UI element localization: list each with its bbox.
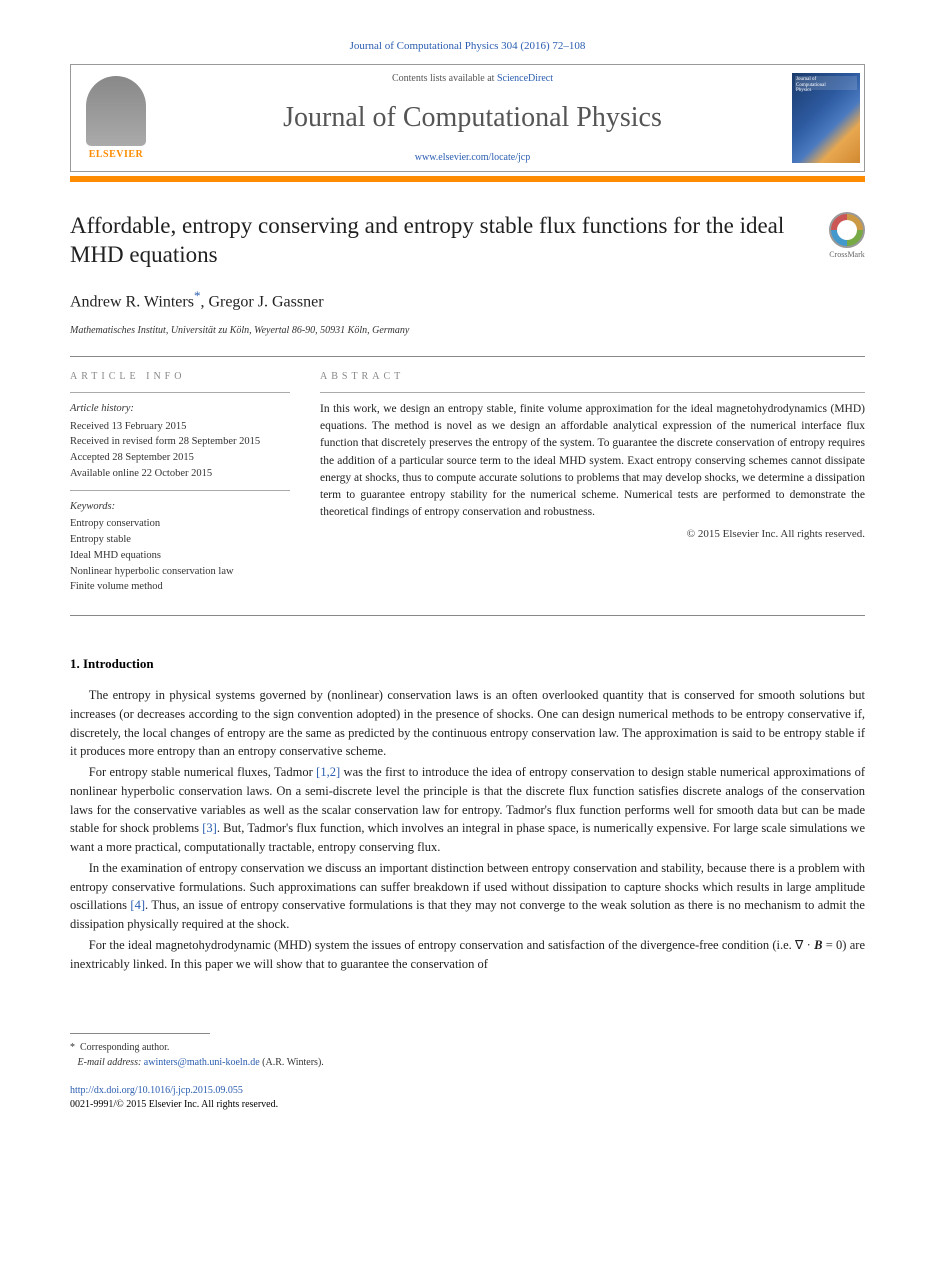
- keyword-5: Finite volume method: [70, 579, 290, 595]
- footnote-mark: *: [70, 1042, 75, 1053]
- crossmark-label: CrossMark: [829, 250, 865, 259]
- sub-divider-3: [320, 392, 865, 393]
- abstract-label: abstract: [320, 371, 865, 382]
- divider-bottom: [70, 615, 865, 616]
- paragraph-3: In the examination of entropy conservati…: [70, 859, 865, 934]
- journal-title: Journal of Computational Physics: [171, 102, 774, 134]
- author-email-link[interactable]: awinters@math.uni-koeln.de: [144, 1057, 260, 1068]
- keywords-heading: Keywords:: [70, 499, 290, 515]
- author-1: Andrew R. Winters: [70, 293, 194, 310]
- history-heading: Article history:: [70, 401, 290, 417]
- publisher-logo: ELSEVIER: [71, 65, 161, 171]
- history-accepted: Accepted 28 September 2015: [70, 450, 290, 466]
- sub-divider-1: [70, 392, 290, 393]
- abstract-copyright: © 2015 Elsevier Inc. All rights reserved…: [320, 528, 865, 540]
- cover-image: Journal of Computational Physics: [792, 73, 860, 163]
- history-revised: Received in revised form 28 September 20…: [70, 434, 290, 450]
- header-center: Contents lists available at ScienceDirec…: [161, 65, 784, 171]
- footnote-divider: [70, 1033, 210, 1034]
- divider-top: [70, 356, 865, 357]
- doi-block: http://dx.doi.org/10.1016/j.jcp.2015.09.…: [70, 1084, 865, 1112]
- publisher-label: ELSEVIER: [89, 149, 144, 160]
- history-online: Available online 22 October 2015: [70, 466, 290, 482]
- orange-divider: [70, 176, 865, 182]
- title-row: Affordable, entropy conserving and entro…: [70, 212, 865, 270]
- keywords-block: Keywords: Entropy conservation Entropy s…: [70, 499, 290, 596]
- article-title: Affordable, entropy conserving and entro…: [70, 212, 829, 270]
- abstract-col: abstract In this work, we design an entr…: [320, 371, 865, 595]
- section-heading: 1. Introduction: [70, 656, 865, 672]
- article-history: Article history: Received 13 February 20…: [70, 401, 290, 482]
- email-label: E-mail address:: [78, 1057, 144, 1068]
- article-info-label: article info: [70, 371, 290, 382]
- info-abstract-row: article info Article history: Received 1…: [70, 371, 865, 595]
- contents-line: Contents lists available at ScienceDirec…: [171, 73, 774, 84]
- footnotes: * Corresponding author. E-mail address: …: [70, 1040, 865, 1070]
- section-introduction: 1. Introduction The entropy in physical …: [70, 656, 865, 973]
- ref-1-2[interactable]: [1,2]: [316, 765, 340, 779]
- keyword-3: Ideal MHD equations: [70, 548, 290, 564]
- sciencedirect-link[interactable]: ScienceDirect: [497, 73, 553, 84]
- ref-3[interactable]: [3]: [202, 821, 217, 835]
- paragraph-4: For the ideal magnetohydrodynamic (MHD) …: [70, 936, 865, 974]
- article-info-col: article info Article history: Received 1…: [70, 371, 290, 595]
- email-attribution: (A.R. Winters).: [260, 1057, 324, 1068]
- keyword-1: Entropy conservation: [70, 516, 290, 532]
- top-citation: Journal of Computational Physics 304 (20…: [70, 40, 865, 52]
- issn-copyright: 0021-9991/© 2015 Elsevier Inc. All right…: [70, 1099, 278, 1110]
- section-body: The entropy in physical systems governed…: [70, 686, 865, 973]
- history-received: Received 13 February 2015: [70, 419, 290, 435]
- journal-header: ELSEVIER Contents lists available at Sci…: [70, 64, 865, 172]
- paragraph-2: For entropy stable numerical fluxes, Tad…: [70, 763, 865, 857]
- doi-link[interactable]: http://dx.doi.org/10.1016/j.jcp.2015.09.…: [70, 1085, 243, 1096]
- abstract-text: In this work, we design an entropy stabl…: [320, 401, 865, 522]
- journal-cover: Journal of Computational Physics: [784, 65, 864, 171]
- crossmark-icon: [829, 212, 865, 248]
- affiliation: Mathematisches Institut, Universität zu …: [70, 325, 865, 336]
- sub-divider-2: [70, 490, 290, 491]
- keyword-4: Nonlinear hyperbolic conservation law: [70, 564, 290, 580]
- corresponding-author: Corresponding author.: [80, 1042, 169, 1053]
- keyword-2: Entropy stable: [70, 532, 290, 548]
- cover-text: Journal of Computational Physics: [796, 77, 826, 94]
- journal-homepage-link[interactable]: www.elsevier.com/locate/jcp: [171, 152, 774, 163]
- crossmark-badge[interactable]: CrossMark: [829, 212, 865, 259]
- authors: Andrew R. Winters*, Gregor J. Gassner: [70, 288, 865, 311]
- ref-4[interactable]: [4]: [130, 898, 145, 912]
- author-2: Gregor J. Gassner: [208, 293, 323, 310]
- paragraph-1: The entropy in physical systems governed…: [70, 686, 865, 761]
- elsevier-tree-icon: [86, 76, 146, 146]
- contents-prefix: Contents lists available at: [392, 73, 497, 84]
